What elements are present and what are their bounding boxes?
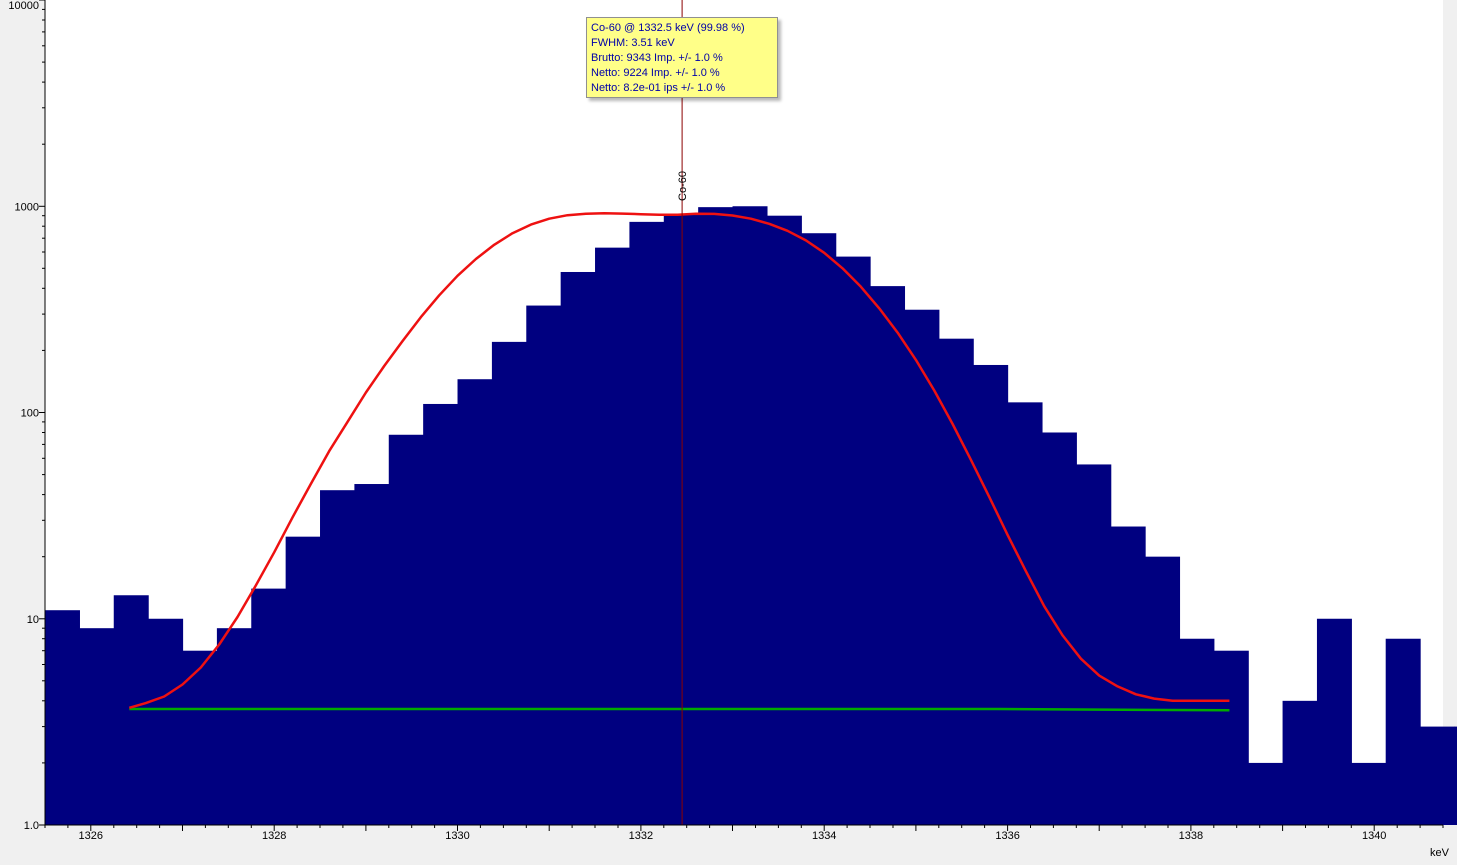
histogram-bar (216, 628, 252, 825)
y-tick-label: 10 (27, 614, 39, 626)
histogram-bar (182, 650, 218, 825)
histogram-bar (491, 341, 527, 825)
x-axis-ticks: 1326 1328 1330 1332 1334 1336 1338 1340 (44, 825, 1444, 842)
tooltip-line-fwhm: FWHM: 3.51 keV (591, 37, 675, 49)
histogram-bar (1282, 700, 1318, 825)
x-tick-label: 1326 (79, 830, 103, 842)
histogram-bar (904, 309, 940, 826)
histogram-bar (732, 206, 768, 825)
y-tick-label: 100 (21, 408, 39, 420)
histogram-bar (148, 618, 184, 825)
histogram-bar (1454, 726, 1457, 825)
y-tick-label: 1000 (15, 201, 39, 213)
tooltip-line-nuclide: Co-60 @ 1332.5 keV (99.98 %) (591, 22, 745, 34)
tooltip-line-net-rate: Netto: 8.2e-01 ips +/- 1.0 % (591, 82, 726, 94)
histogram-bar (870, 286, 906, 825)
histogram-bar (251, 588, 287, 825)
y-tick-label: 10000 (8, 0, 39, 12)
histogram-bar (423, 403, 459, 825)
histogram-bar (388, 434, 424, 825)
histogram-bar (663, 213, 699, 826)
x-tick-label: 1328 (262, 830, 286, 842)
histogram-bar (1110, 526, 1146, 825)
histogram-bar (1316, 618, 1352, 825)
histogram-bar (973, 364, 1009, 825)
x-tick-label: 1338 (1179, 830, 1203, 842)
histogram-bar (835, 256, 871, 826)
histogram-bar (1248, 762, 1284, 825)
histogram-bar (595, 247, 631, 825)
y-axis-ticks: 1.0 10 100 1000 10000 (8, 0, 45, 832)
histogram-bar (1145, 556, 1181, 825)
histogram-bar (629, 221, 665, 825)
histogram-bar (560, 271, 596, 825)
histogram-bar (1007, 402, 1043, 825)
peak-marker-layer: Co-60 (677, 0, 689, 825)
x-tick-label: 1332 (629, 830, 653, 842)
peak-info-tooltip: Co-60 @ 1332.5 keV (99.98 %) FWHM: 3.51 … (586, 17, 778, 98)
histogram-bar (526, 305, 562, 825)
x-tick-label: 1330 (445, 830, 469, 842)
y-tick-label: 1.0 (24, 820, 39, 832)
tooltip-line-gross: Brutto: 9343 Imp. +/- 1.0 % (591, 52, 723, 64)
x-axis-label: keV (1430, 847, 1450, 859)
x-tick-label: 1334 (812, 830, 836, 842)
histogram-bar (766, 215, 802, 825)
histogram-bar (1351, 762, 1387, 825)
histogram-bars (45, 206, 1457, 826)
histogram-bar (1179, 638, 1215, 825)
x-tick-label: 1340 (1362, 830, 1386, 842)
histogram-bar (1420, 726, 1456, 825)
histogram-bar (801, 233, 837, 826)
background-line (129, 707, 1230, 712)
histogram-bar (320, 490, 355, 825)
histogram-bar (938, 338, 974, 825)
fit-curve (128, 212, 1230, 710)
histogram-bar (79, 628, 115, 825)
histogram-bar (285, 536, 321, 825)
histogram-bar (1213, 650, 1249, 825)
histogram-bar (457, 379, 493, 825)
histogram-bar (1385, 638, 1421, 825)
histogram-bar (1076, 464, 1112, 825)
fit-curve-layer (128, 212, 1230, 710)
background-line-layer (129, 707, 1230, 712)
histogram-bar (698, 207, 734, 825)
histogram-bar (354, 484, 390, 825)
peak-marker-label: Co-60 (677, 171, 689, 201)
x-tick-label: 1336 (995, 830, 1019, 842)
histogram-bar (45, 610, 80, 825)
tooltip-line-net-counts: Netto: 9224 Imp. +/- 1.0 % (591, 67, 720, 79)
